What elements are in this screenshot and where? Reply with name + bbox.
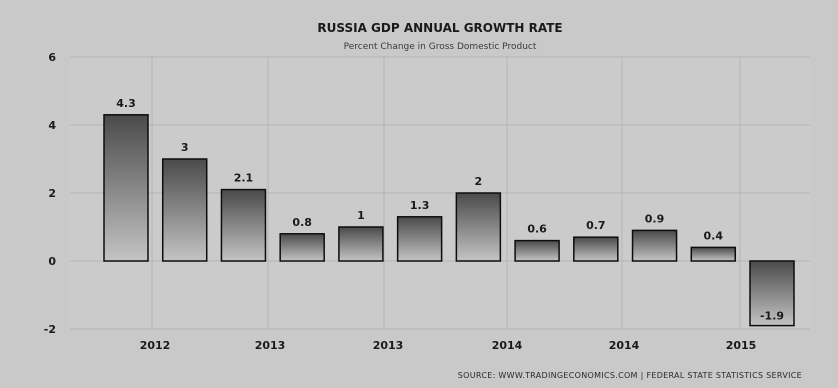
bar xyxy=(161,158,208,262)
data-label: 1.3 xyxy=(410,199,430,212)
y-tick-label: 4 xyxy=(48,119,56,132)
data-label: 0.7 xyxy=(586,219,606,232)
bar xyxy=(396,216,443,262)
data-label: 2 xyxy=(475,175,483,188)
data-label: 3 xyxy=(181,141,189,154)
bar xyxy=(338,226,384,262)
data-label: 0.9 xyxy=(645,212,665,225)
y-tick-label: 6 xyxy=(48,51,56,64)
data-labels: 4.3 3 2.1 0.8 1 1.3 2 0.6 0.7 0.9 0.4 -1.9 xyxy=(116,97,784,323)
x-tick-label: 2013 xyxy=(255,339,286,352)
source-credit: SOURCE: WWW.TRADINGECONOMICS.COM | FEDER… xyxy=(458,371,802,380)
chart-subtitle: Percent Change in Gross Domestic Product xyxy=(344,42,537,52)
data-label: 4.3 xyxy=(116,97,136,110)
data-label: -1.9 xyxy=(760,310,784,323)
x-tick-label: 2012 xyxy=(140,339,171,352)
y-tick-label: -2 xyxy=(44,323,56,336)
data-label: 0.4 xyxy=(704,229,724,242)
x-tick-label: 2014 xyxy=(492,339,523,352)
bar xyxy=(690,246,737,262)
bar xyxy=(220,188,267,262)
bar xyxy=(631,229,678,262)
bars xyxy=(103,114,795,327)
data-label: 2.1 xyxy=(234,172,254,185)
x-axis-ticks: 2012 2013 2013 2014 2014 2015 xyxy=(140,339,757,352)
x-tick-label: 2013 xyxy=(373,339,404,352)
x-tick-label: 2014 xyxy=(609,339,640,352)
data-label: 0.8 xyxy=(292,216,312,229)
bar xyxy=(749,260,795,327)
bar xyxy=(455,192,502,262)
data-label: 1 xyxy=(357,209,365,222)
bar xyxy=(514,239,560,262)
bar xyxy=(103,114,149,262)
y-tick-label: 2 xyxy=(48,187,56,200)
y-axis-ticks: -2 0 2 4 6 xyxy=(44,51,57,336)
bar xyxy=(573,236,619,262)
bar xyxy=(279,233,325,262)
chart-title: RUSSIA GDP ANNUAL GROWTH RATE xyxy=(317,21,562,35)
x-tick-label: 2015 xyxy=(726,339,757,352)
data-label: 0.6 xyxy=(527,223,547,236)
y-tick-label: 0 xyxy=(48,255,56,268)
